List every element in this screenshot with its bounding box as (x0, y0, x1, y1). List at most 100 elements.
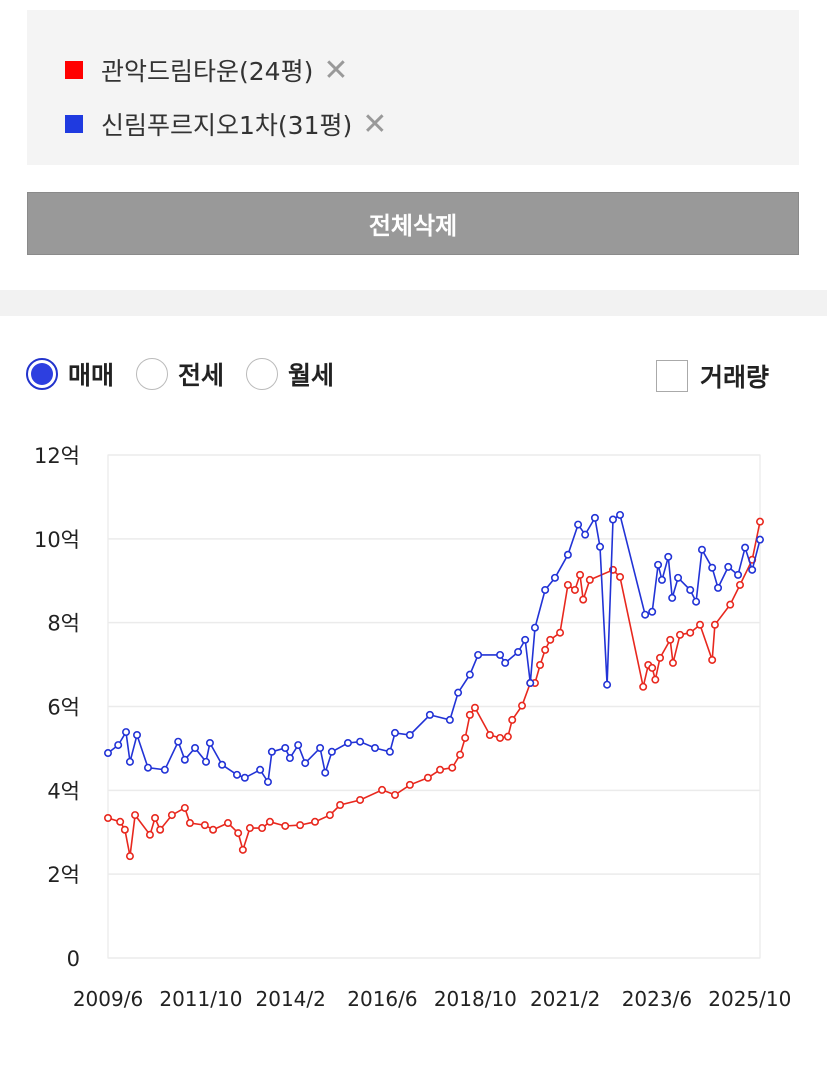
data-point (133, 731, 142, 740)
data-point (180, 803, 189, 812)
data-point (550, 573, 559, 582)
data-point (265, 817, 274, 826)
data-point (556, 628, 565, 637)
y-tick-label: 4억 (47, 779, 80, 803)
radio-sale[interactable]: 매매 (26, 356, 114, 392)
data-point (674, 573, 683, 582)
data-point (668, 658, 677, 667)
data-point (726, 600, 735, 609)
data-point (223, 819, 232, 828)
y-tick-label: 12억 (34, 444, 80, 468)
data-point (448, 763, 457, 772)
data-point (445, 715, 454, 724)
data-point (741, 543, 750, 552)
data-point (526, 679, 535, 688)
data-point (748, 565, 757, 574)
data-point (234, 829, 243, 838)
data-point (596, 542, 605, 551)
data-point (316, 743, 325, 752)
remove-close-icon[interactable]: ✕ (323, 52, 349, 88)
x-tick-label: 2018/10 (434, 987, 517, 1011)
data-point (200, 821, 209, 830)
x-tick-label: 2016/6 (347, 987, 417, 1011)
data-point (321, 768, 330, 777)
data-point (708, 563, 717, 572)
data-point (692, 597, 701, 606)
radio-monthly-rent[interactable]: 월세 (246, 356, 334, 392)
data-point (125, 852, 134, 861)
data-point (120, 825, 129, 834)
data-point (668, 593, 677, 602)
data-point (696, 620, 705, 629)
data-point (232, 770, 241, 779)
data-point (651, 675, 660, 684)
plot-frame (107, 454, 761, 959)
data-point (378, 785, 387, 794)
y-tick-label: 0 (67, 947, 80, 971)
data-point (122, 728, 131, 737)
data-point (530, 679, 539, 688)
data-point (536, 661, 545, 670)
data-point (202, 757, 211, 766)
data-point (185, 819, 194, 828)
data-point (425, 710, 434, 719)
legend-item-gwanak-dream-town: 관악드림타운(24평) ✕ (65, 50, 348, 90)
data-point (710, 620, 719, 629)
data-point (644, 661, 653, 670)
y-tick-label: 8억 (47, 612, 80, 636)
data-point (514, 648, 523, 657)
data-point (563, 550, 572, 559)
transaction-type-radio-group: 매매 전세 월세 (26, 356, 356, 392)
data-point (474, 650, 483, 659)
data-point (258, 824, 267, 833)
red-square-icon (65, 61, 83, 79)
volume-checkbox[interactable]: 거래량 (656, 358, 769, 394)
delete-all-button[interactable]: 전체삭제 (27, 192, 799, 255)
data-point (465, 710, 474, 719)
data-point (116, 817, 125, 826)
data-point (576, 570, 585, 579)
legend-label: 관악드림타운(24평) (101, 57, 314, 86)
data-point (405, 731, 414, 740)
data-point (104, 813, 113, 822)
data-point (686, 585, 695, 594)
data-point (336, 801, 345, 810)
radio-jeonse[interactable]: 전세 (136, 356, 224, 392)
data-point (676, 630, 685, 639)
data-point (656, 653, 665, 662)
data-point (209, 825, 218, 834)
data-point (125, 757, 134, 766)
series-line-1 (107, 513, 761, 785)
y-tick-label: 6억 (47, 696, 80, 720)
blue-square-icon (65, 115, 83, 133)
data-point (423, 773, 432, 782)
data-point (714, 583, 723, 592)
data-point (755, 535, 764, 544)
legend-label: 신림푸르지오1차(31평) (101, 111, 353, 140)
x-tick-label: 2023/6 (622, 987, 692, 1011)
section-divider (0, 290, 827, 316)
data-point (167, 811, 176, 820)
x-tick-label: 2025/10 (708, 987, 791, 1011)
data-point (281, 743, 290, 752)
data-point (608, 515, 617, 524)
data-point (143, 763, 152, 772)
data-point (370, 743, 379, 752)
data-point (508, 715, 517, 724)
data-point (641, 610, 650, 619)
data-point (104, 749, 113, 758)
data-point (180, 755, 189, 764)
data-point (405, 780, 414, 789)
data-point (174, 737, 183, 746)
data-point (686, 628, 695, 637)
data-point (724, 562, 733, 571)
radio-checked-icon (26, 358, 58, 390)
data-point (343, 738, 352, 747)
data-point (390, 728, 399, 737)
data-point (654, 560, 663, 569)
remove-close-icon[interactable]: ✕ (362, 106, 388, 142)
data-point (356, 737, 365, 746)
data-point (325, 811, 334, 820)
x-tick-label: 2011/10 (159, 987, 242, 1011)
data-point (131, 811, 140, 820)
